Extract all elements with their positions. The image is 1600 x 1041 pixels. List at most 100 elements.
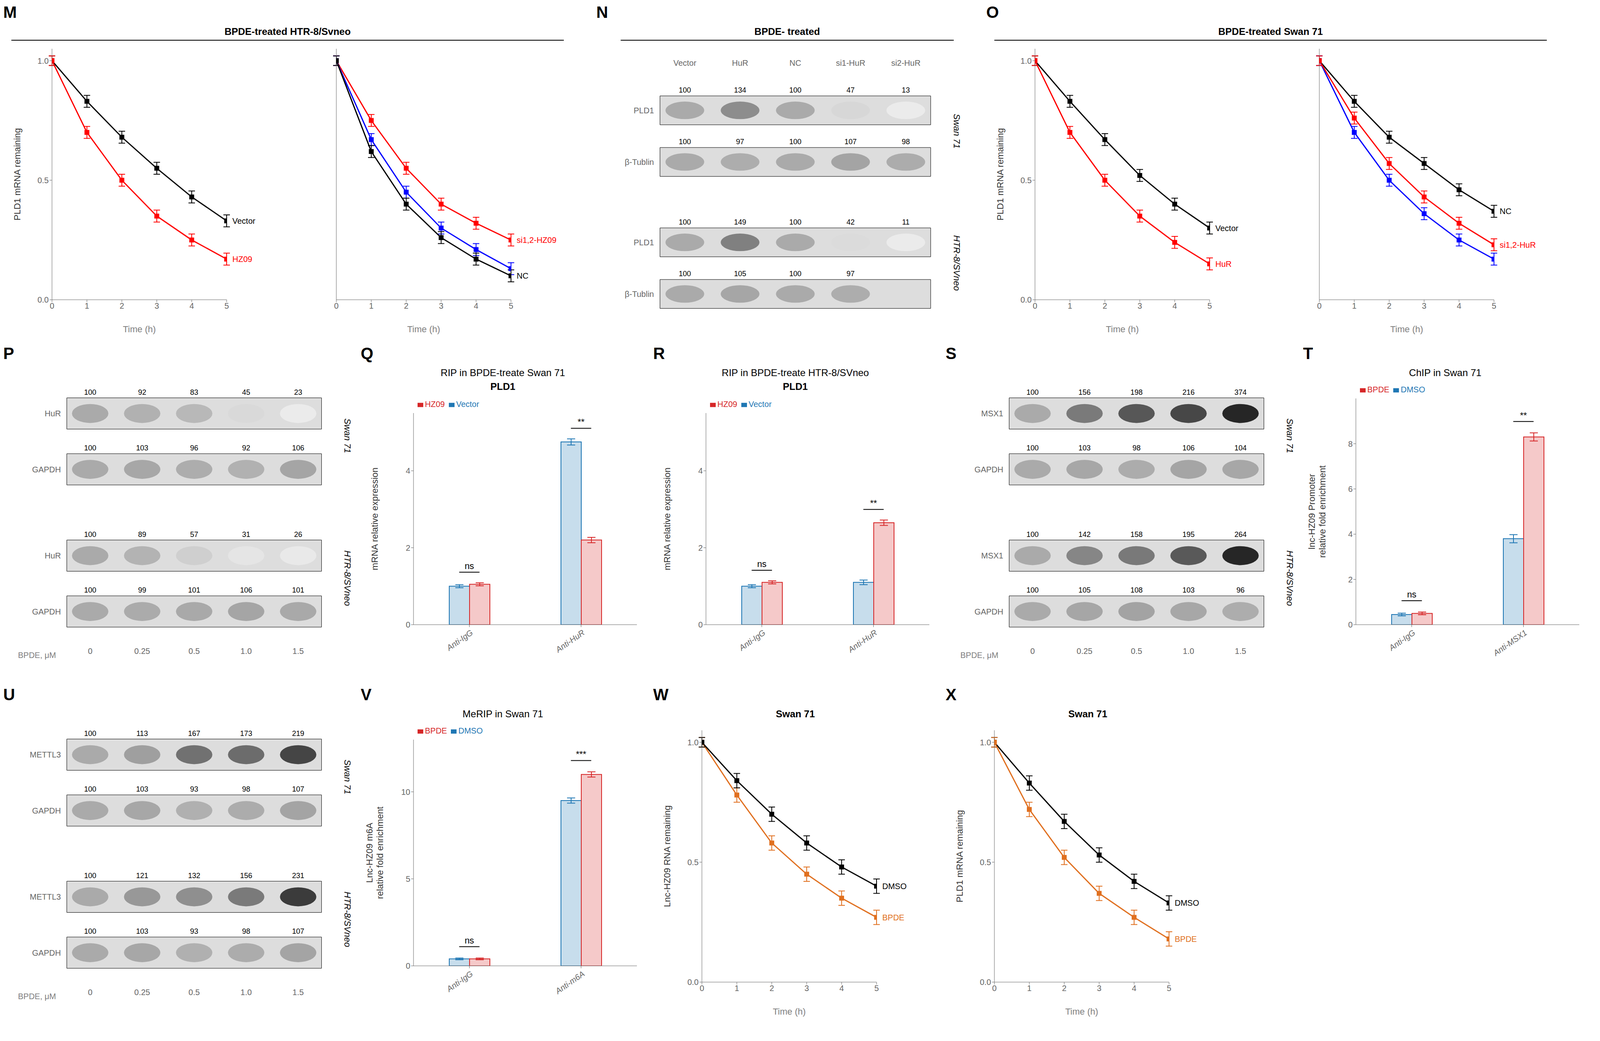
svg-text:Time (h): Time (h): [407, 324, 440, 335]
svg-text:BPDE, μM: BPDE, μM: [960, 650, 999, 660]
svg-text:264: 264: [1234, 530, 1247, 539]
svg-text:BPDE, μM: BPDE, μM: [17, 650, 57, 660]
svg-text:98: 98: [901, 137, 910, 146]
svg-text:Time (h): Time (h): [122, 324, 156, 335]
svg-text:ns: ns: [757, 558, 767, 570]
svg-text:GAPDH: GAPDH: [32, 607, 61, 617]
svg-text:121: 121: [136, 871, 149, 880]
svg-text:103: 103: [1182, 586, 1195, 595]
svg-text:NC: NC: [1499, 206, 1512, 216]
svg-text:0.5: 0.5: [188, 987, 200, 997]
svg-text:0.0: 0.0: [1020, 295, 1032, 305]
svg-text:0.25: 0.25: [1076, 646, 1093, 656]
svg-text:MSX1: MSX1: [981, 551, 1004, 561]
svg-text:GAPDH: GAPDH: [32, 948, 61, 958]
svg-text:0: 0: [991, 983, 997, 993]
svg-text:Time (h): Time (h): [1105, 324, 1139, 335]
svg-text:1.0: 1.0: [687, 738, 699, 747]
svg-text:216: 216: [1182, 388, 1195, 397]
svg-text:0.5: 0.5: [37, 175, 49, 185]
svg-text:142: 142: [1078, 530, 1091, 539]
svg-text:5: 5: [1207, 301, 1212, 311]
svg-text:195: 195: [1182, 530, 1195, 539]
svg-text:Time (h): Time (h): [1065, 1006, 1098, 1017]
svg-text:5: 5: [874, 983, 879, 993]
svg-text:149: 149: [733, 218, 747, 227]
svg-text:4: 4: [473, 301, 479, 311]
svg-text:1.0: 1.0: [37, 56, 49, 66]
svg-text:si1,2-HuR: si1,2-HuR: [1499, 240, 1536, 250]
svg-text:100: 100: [84, 443, 97, 453]
svg-text:Anti-IgG: Anti-IgG: [1387, 627, 1418, 653]
svg-text:5: 5: [1491, 301, 1497, 311]
svg-text:100: 100: [84, 388, 97, 397]
svg-text:3: 3: [1096, 983, 1102, 993]
svg-text:2: 2: [769, 983, 774, 993]
svg-text:13: 13: [901, 86, 910, 95]
svg-text:PLD1 mRNA remaining: PLD1 mRNA remaining: [12, 127, 23, 221]
svg-text:BPDE, μM: BPDE, μM: [17, 991, 57, 1001]
svg-text:HZ09: HZ09: [232, 254, 253, 264]
svg-text:107: 107: [844, 137, 857, 146]
svg-text:0.5: 0.5: [979, 857, 992, 867]
svg-text:BPDE: BPDE: [1174, 934, 1197, 944]
svg-text:MSX1: MSX1: [981, 409, 1004, 418]
svg-text:mRNA relative expression: mRNA relative expression: [369, 467, 380, 571]
svg-text:106: 106: [292, 443, 305, 453]
svg-text:Vector: Vector: [1215, 223, 1239, 233]
svg-text:1.5: 1.5: [292, 987, 304, 997]
svg-text:107: 107: [292, 785, 305, 794]
svg-text:0.5: 0.5: [188, 646, 200, 656]
svg-text:0: 0: [1316, 301, 1322, 311]
svg-text:NC: NC: [516, 271, 529, 281]
svg-text:GAPDH: GAPDH: [974, 607, 1004, 617]
svg-text:8: 8: [1348, 439, 1353, 449]
svg-text:0: 0: [1032, 301, 1038, 311]
svg-text:92: 92: [242, 443, 251, 453]
svg-text:GAPDH: GAPDH: [32, 806, 61, 816]
svg-text:4: 4: [839, 983, 844, 993]
svg-text:0.0: 0.0: [979, 977, 992, 987]
svg-text:156: 156: [1078, 388, 1091, 397]
svg-text:106: 106: [1182, 443, 1195, 453]
svg-text:100: 100: [789, 269, 802, 278]
svg-text:93: 93: [190, 785, 199, 794]
svg-text:0.5: 0.5: [687, 857, 699, 867]
svg-text:Anti-IgG: Anti-IgG: [737, 627, 768, 653]
svg-text:167: 167: [188, 729, 201, 738]
svg-text:Anti-HuR: Anti-HuR: [553, 627, 587, 655]
svg-text:0: 0: [1030, 646, 1035, 656]
svg-text:107: 107: [292, 927, 305, 936]
svg-text:2: 2: [1386, 301, 1392, 311]
svg-text:96: 96: [190, 443, 199, 453]
svg-text:0.0: 0.0: [37, 295, 49, 305]
svg-text:4: 4: [405, 466, 411, 476]
svg-text:si2-HuR: si2-HuR: [891, 58, 921, 68]
svg-text:101: 101: [292, 586, 305, 595]
svg-text:100: 100: [1026, 586, 1039, 595]
svg-text:11: 11: [902, 218, 910, 227]
svg-text:NC: NC: [789, 58, 802, 68]
svg-text:Vector: Vector: [232, 216, 256, 226]
svg-text:3: 3: [1421, 301, 1427, 311]
svg-text:158: 158: [1130, 530, 1143, 539]
svg-text:0.5: 0.5: [1130, 646, 1143, 656]
svg-text:98: 98: [1132, 443, 1141, 453]
svg-text:1: 1: [1026, 983, 1032, 993]
svg-text:Anti-m6A: Anti-m6A: [553, 969, 587, 996]
svg-text:1.5: 1.5: [292, 646, 304, 656]
svg-text:47: 47: [846, 86, 855, 95]
svg-text:0: 0: [333, 301, 339, 311]
svg-text:132: 132: [188, 871, 201, 880]
svg-text:0.25: 0.25: [134, 987, 151, 997]
svg-text:DMSO: DMSO: [882, 881, 907, 891]
svg-text:6: 6: [1348, 484, 1353, 494]
svg-text:Lnc-HZ09 RNA remaining: Lnc-HZ09 RNA remaining: [662, 805, 673, 908]
svg-text:0: 0: [698, 620, 703, 630]
svg-text:1.0: 1.0: [1182, 646, 1195, 656]
svg-text:231: 231: [292, 871, 305, 880]
svg-text:PLD1: PLD1: [633, 106, 654, 115]
svg-text:0.25: 0.25: [134, 646, 151, 656]
svg-text:4: 4: [1172, 301, 1177, 311]
svg-text:100: 100: [84, 871, 97, 880]
